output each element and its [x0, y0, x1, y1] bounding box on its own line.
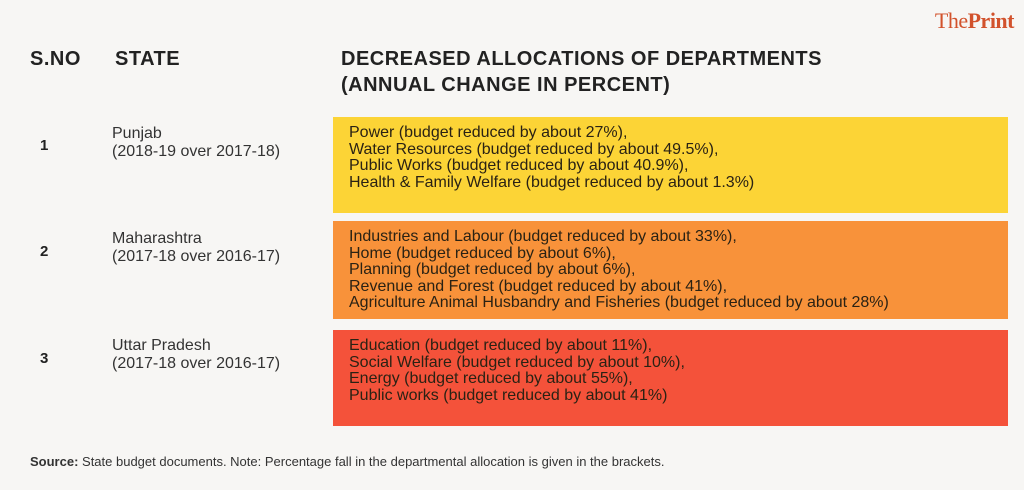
- allocation-item: Revenue and Forest (budget reduced by ab…: [349, 277, 728, 295]
- header-state: STATE: [115, 48, 181, 70]
- logo-part1: The: [934, 8, 968, 33]
- header-allocations: DECREASED ALLOCATIONS OF DEPARTMENTS (AN…: [341, 46, 822, 98]
- allocation-item: Social Welfare (budget reduced by about …: [349, 353, 685, 371]
- row-sno: 2: [40, 243, 49, 260]
- allocation-item: Energy (budget reduced by about 55%),: [349, 370, 633, 387]
- allocation-item: Planning (budget reduced by about 6%),: [349, 261, 636, 278]
- allocation-item: Agriculture Animal Husbandry and Fisheri…: [349, 294, 889, 311]
- state-name: Uttar Pradesh: [112, 337, 211, 354]
- allocation-item: Health & Family Welfare (budget reduced …: [349, 173, 755, 191]
- allocation-item: Education (budget reduced by about 11%),: [349, 337, 653, 354]
- row-state: Punjab (2018-19 over 2017-18): [112, 125, 280, 161]
- allocation-item: Industries and Labour (budget reduced by…: [349, 228, 737, 245]
- source-note: Source: State budget documents. Note: Pe…: [30, 454, 664, 469]
- source-text: State budget documents. Note: Percentage…: [78, 454, 665, 469]
- state-name: Maharashtra: [112, 230, 202, 247]
- allocation-item: Public works (budget reduced by about 41…: [349, 386, 668, 404]
- allocation-item: Home (budget reduced by about 6%),: [349, 244, 616, 262]
- row-state: Maharashtra (2017-18 over 2016-17): [112, 230, 280, 266]
- header-allocations-line1: DECREASED ALLOCATIONS OF DEPARTMENTS: [341, 48, 822, 70]
- allocation-box: Power (budget reduced by about 27%), Wate…: [333, 117, 1008, 213]
- header-sno: S.NO: [30, 48, 81, 70]
- state-period: (2017-18 over 2016-17): [112, 248, 281, 265]
- state-period: (2018-19 over 2017-18): [112, 143, 281, 160]
- state-period: (2017-18 over 2016-17): [112, 355, 281, 372]
- header-allocations-line2: (ANNUAL CHANGE IN PERCENT): [341, 74, 671, 96]
- theprint-logo: ThePrint: [934, 8, 1015, 34]
- state-name: Punjab: [112, 125, 162, 142]
- row-sno: 1: [40, 137, 49, 154]
- allocation-item: Water Resources (budget reduced by about…: [349, 140, 719, 158]
- allocation-box: Industries and Labour (budget reduced by…: [333, 221, 1008, 319]
- source-label: Source:: [30, 454, 79, 469]
- row-state: Uttar Pradesh (2017-18 over 2016-17): [112, 337, 280, 373]
- row-sno: 3: [40, 350, 49, 367]
- allocation-item: Power (budget reduced by about 27%),: [349, 124, 628, 141]
- allocation-item: Public Works (budget reduced by about 40…: [349, 157, 689, 174]
- logo-part2: Print: [967, 8, 1015, 33]
- allocation-box: Education (budget reduced by about 11%),…: [333, 330, 1008, 426]
